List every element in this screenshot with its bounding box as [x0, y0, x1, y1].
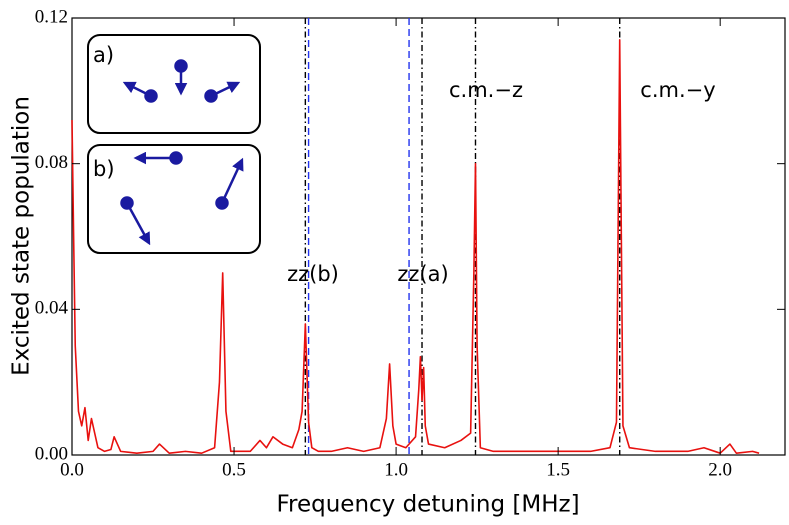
annotation: zz(a) [397, 262, 448, 286]
y-axis-label: Excited state population [9, 96, 35, 376]
y-tick-label: 0.12 [35, 6, 68, 27]
x-tick-label: 1.0 [384, 459, 408, 480]
x-axis-label: Frequency detuning [MHz] [276, 492, 579, 518]
x-tick-label: 1.5 [546, 459, 570, 480]
x-tick-label: 2.0 [708, 459, 732, 480]
y-tick-label: 0.00 [35, 443, 68, 464]
annotation: zz(b) [287, 262, 339, 286]
plot-layer [71, 18, 760, 455]
y-tick-label: 0.04 [35, 298, 69, 319]
inset-label: b) [93, 157, 115, 181]
inset-panel [87, 144, 261, 254]
arrow [210, 81, 241, 98]
x-tick-label: 0.0 [60, 459, 84, 480]
annotation: c.m.−y [640, 78, 715, 102]
spectrum-line [71, 39, 760, 454]
arrow [125, 202, 151, 246]
y-tick-label: 0.08 [35, 152, 68, 173]
arrow [220, 157, 244, 204]
inset-label: a) [93, 43, 114, 67]
inset-panel [87, 34, 261, 134]
x-tick-label: 0.5 [222, 459, 246, 480]
inset [87, 34, 261, 254]
plot-frame [71, 17, 786, 456]
arrow [122, 81, 152, 98]
annotation: c.m.−z [449, 78, 523, 102]
